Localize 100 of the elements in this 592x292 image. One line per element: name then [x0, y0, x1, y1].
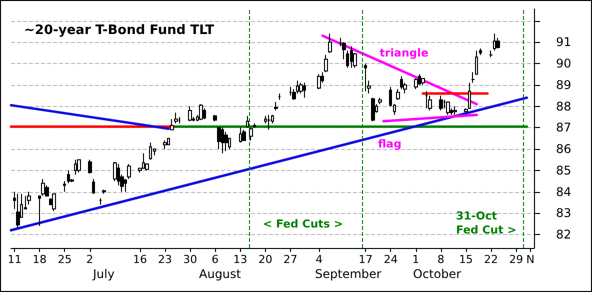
candlestick	[99, 198, 102, 206]
annotation: flag	[378, 138, 402, 150]
candlestick	[163, 140, 167, 150]
candlestick	[496, 37, 500, 50]
candlestick	[203, 108, 206, 120]
candlestick	[124, 178, 127, 192]
candlestick	[174, 112, 178, 124]
x-tick-label: 6	[212, 253, 219, 266]
x-tick-label: N	[526, 253, 535, 266]
candlestick	[74, 159, 77, 176]
candlestick	[493, 33, 496, 52]
candlestick	[303, 82, 306, 98]
x-tick-label: 25	[58, 253, 72, 266]
candlestick	[242, 129, 246, 141]
candlestick	[217, 127, 221, 150]
x-tick-label: 11	[8, 253, 22, 266]
candlestick	[224, 131, 228, 152]
candlestick	[178, 116, 181, 124]
candlestick	[396, 88, 400, 100]
x-tick-label: 29	[509, 253, 524, 266]
candlestick	[170, 118, 174, 130]
candlestick	[400, 76, 403, 90]
candlestick	[16, 193, 20, 229]
y-tick-label: 88	[556, 99, 572, 114]
candlestick	[453, 106, 457, 116]
y-tick-label: 91	[556, 35, 572, 50]
candlestick	[113, 161, 117, 182]
candlestick	[213, 114, 217, 122]
x-tick-label: 20	[258, 253, 272, 266]
text: July	[92, 267, 115, 281]
candlestick	[364, 63, 367, 92]
y-tick-label: 85	[556, 163, 572, 178]
x-tick-label: 15	[458, 253, 473, 266]
candlestick	[414, 78, 418, 90]
candlestick	[249, 127, 253, 141]
x-tick-label: 8	[437, 253, 444, 266]
candlestick	[350, 46, 353, 68]
candlestick	[439, 95, 443, 112]
candlestick	[475, 50, 478, 75]
candlestick	[188, 106, 192, 122]
candlestick	[446, 101, 450, 116]
x-tick-label: 24	[384, 253, 398, 266]
annotation: Fed Cut >	[456, 224, 516, 236]
y-tick-label: 86	[556, 142, 572, 156]
candlestick	[299, 82, 303, 94]
candlestick	[52, 193, 56, 212]
y-tick-label: 83	[556, 206, 572, 220]
y-tick-label: 87	[556, 120, 572, 135]
candlestick	[278, 92, 281, 100]
candlestick	[479, 48, 482, 56]
x-tick-label: 27	[283, 253, 298, 266]
x-tick-label: 4	[316, 253, 323, 266]
candlestick	[102, 189, 106, 194]
candlestick	[425, 90, 428, 109]
candlestick	[246, 115, 249, 128]
candlestick	[428, 95, 432, 112]
text: October	[413, 267, 462, 281]
candlestick	[267, 114, 271, 130]
x-tick-label: 13	[233, 253, 248, 266]
candlestick	[274, 101, 278, 112]
x-tick-label: 16	[132, 253, 147, 266]
candlestick	[77, 159, 81, 174]
candlestick	[142, 152, 145, 169]
text: ~20-year T-Bond Fund TLT	[24, 23, 214, 38]
candlestick	[167, 138, 170, 146]
candlestick	[63, 180, 66, 192]
candlestick	[418, 74, 421, 86]
candlestick	[317, 74, 321, 90]
x-tick-label: 18	[32, 253, 47, 266]
candlestick	[378, 97, 382, 105]
candlestick	[67, 170, 70, 184]
candlestick	[371, 97, 375, 122]
candlestick	[468, 82, 471, 109]
candlestick	[289, 86, 292, 96]
x-tick-label: 1	[412, 253, 420, 266]
x-tick-label: 17	[358, 253, 373, 266]
y-tick-label: 82	[556, 228, 572, 242]
candlestick	[239, 127, 242, 144]
candlestick	[88, 159, 92, 174]
candlestick	[127, 163, 131, 180]
candlestick	[346, 50, 349, 68]
candlestick	[92, 178, 95, 194]
candlestick	[328, 33, 332, 54]
candlestick	[471, 72, 475, 84]
x-tick-label: 23	[158, 253, 172, 266]
candlestick	[464, 108, 468, 114]
candlestick	[421, 78, 425, 86]
annotation: < Fed Cuts >	[262, 218, 344, 230]
candlestick	[342, 42, 346, 60]
candlestick	[489, 50, 493, 58]
x-tick-label: 2	[86, 253, 94, 266]
y-tick-label: 84	[556, 184, 572, 199]
candlestick	[221, 127, 224, 154]
candlestick	[149, 142, 152, 160]
annotation: 31-Oct	[456, 210, 498, 222]
y-tick-label: 89	[556, 78, 572, 92]
x-tick-label: 22	[484, 253, 498, 266]
x-tick-label: 30	[183, 253, 198, 266]
text: August	[199, 267, 242, 281]
candlestick	[27, 191, 31, 206]
